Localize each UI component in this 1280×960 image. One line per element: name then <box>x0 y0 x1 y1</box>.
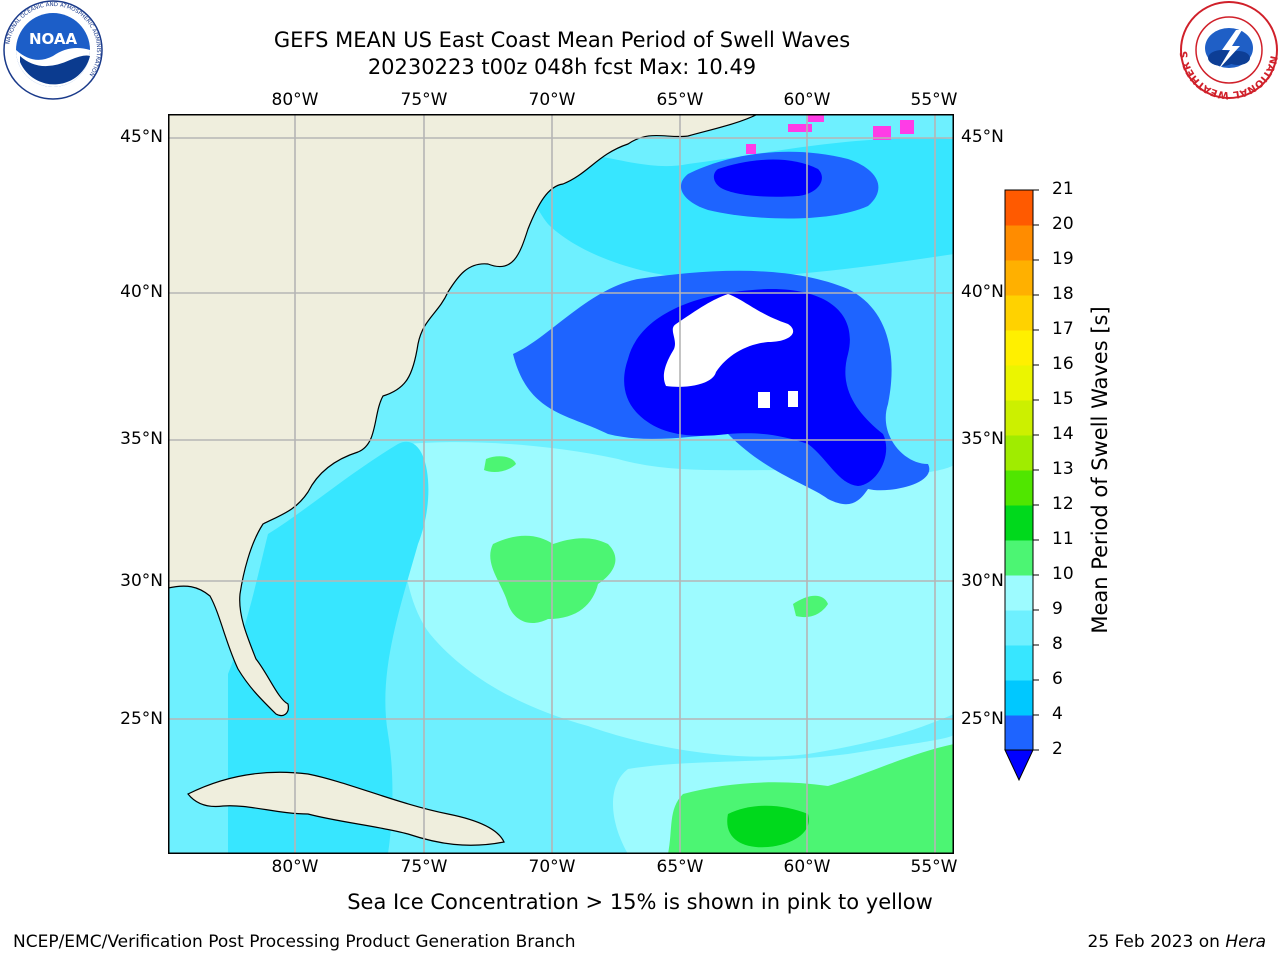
lat-tick-left: 40°N <box>120 282 163 302</box>
colorbar-tick-label: 4 <box>1052 704 1063 724</box>
swell-2-3-north <box>713 159 822 197</box>
colorbar-bin <box>1005 190 1033 226</box>
map-frame <box>168 114 954 854</box>
footer-host: Hera <box>1225 932 1266 952</box>
lon-tick-top: 55°W <box>910 90 958 110</box>
sea-ice-speck <box>873 126 891 140</box>
lon-tick-top: 60°W <box>783 90 831 110</box>
map-canvas <box>167 113 954 854</box>
colorbar-bin <box>1005 715 1033 751</box>
land-north-america <box>167 113 759 717</box>
footer-date-text: 25 Feb 2023 on <box>1087 932 1226 952</box>
lat-tick-right: 35°N <box>961 429 1004 449</box>
chart-title: GEFS MEAN US East Coast Mean Period of S… <box>273 28 851 52</box>
lon-tick-top: 80°W <box>271 90 319 110</box>
colorbar-bin <box>1005 610 1033 646</box>
lon-tick-bottom: 80°W <box>271 857 319 877</box>
colorbar-tick-label: 13 <box>1052 459 1074 479</box>
lon-tick-bottom: 75°W <box>400 857 448 877</box>
colorbar-tick-label: 11 <box>1052 529 1074 549</box>
colorbar-tick-label: 8 <box>1052 634 1063 654</box>
land-cuba <box>187 771 505 846</box>
colorbar-tick-label: 9 <box>1052 599 1063 619</box>
colorbar-bin <box>1005 330 1033 366</box>
lon-tick-bottom: 55°W <box>910 857 958 877</box>
lat-tick-right: 40°N <box>961 282 1004 302</box>
colorbar-bin <box>1005 575 1033 611</box>
nws-logo: NATIONAL WEATHER SERVICE <box>1174 0 1280 100</box>
lat-tick-right: 25°N <box>961 709 1004 729</box>
colorbar-title: Mean Period of Swell Waves [s] <box>1088 306 1112 634</box>
lon-tick-top: 65°W <box>656 90 704 110</box>
colorbar-tick-label: 6 <box>1052 669 1063 689</box>
sea-ice-speck <box>900 120 914 134</box>
sea-ice-speck <box>788 124 812 132</box>
lat-tick-left: 35°N <box>120 429 163 449</box>
colorbar-bin <box>1005 260 1033 296</box>
colorbar-tick-label: 16 <box>1052 354 1074 374</box>
lat-tick-left: 45°N <box>120 127 163 147</box>
swell-9-10-patch-small <box>484 456 516 472</box>
lon-tick-top: 70°W <box>528 90 576 110</box>
colorbar-bin <box>1005 680 1033 716</box>
lat-tick-left: 30°N <box>120 571 163 591</box>
swell-6-7-coastal <box>228 441 429 854</box>
colorbar-extend-triangle <box>1004 749 1034 782</box>
noaa-logo-text: NOAA <box>29 30 78 48</box>
colorbar-bin <box>1005 400 1033 436</box>
swell-9-10-patch-central <box>490 535 616 624</box>
colorbar-bin <box>1005 295 1033 331</box>
swell-9-10-patch-east <box>793 595 828 618</box>
colorbar-bin <box>1005 365 1033 401</box>
colorbar-tick-label: 20 <box>1052 214 1074 234</box>
sea-ice-note: Sea Ice Concentration > 15% is shown in … <box>347 890 933 914</box>
colorbar-graphic <box>1004 189 1039 782</box>
footer-branch: NCEP/EMC/Verification Post Processing Pr… <box>13 932 576 952</box>
noaa-logo: NOAA NATIONAL OCEANIC AND ATMOSPHERIC AD… <box>0 0 106 100</box>
map-panel <box>167 113 954 854</box>
graticule <box>168 114 954 854</box>
no-data-speck <box>758 392 770 408</box>
swell-10-11-core <box>727 805 809 848</box>
colorbar-tick-label: 10 <box>1052 564 1074 584</box>
footer-date: 25 Feb 2023 on Hera <box>1088 932 1266 952</box>
no-data-core <box>663 294 794 387</box>
lon-tick-bottom: 65°W <box>656 857 704 877</box>
lat-tick-left: 25°N <box>120 709 163 729</box>
colorbar-bin <box>1005 435 1033 471</box>
sea-ice-speck <box>746 144 756 154</box>
colorbar-tick-label: 19 <box>1052 249 1074 269</box>
colorbar-tick-label: 2 <box>1052 739 1063 759</box>
colorbar-tick-label: 18 <box>1052 284 1074 304</box>
lat-tick-right: 30°N <box>961 571 1004 591</box>
chart-subtitle: 20230223 t00z 048h fcst Max: 10.49 <box>367 55 757 79</box>
colorbar-bin <box>1005 645 1033 681</box>
colorbar-bin <box>1005 470 1033 506</box>
lat-tick-right: 45°N <box>961 127 1004 147</box>
swell-8-9-region <box>401 442 954 757</box>
colorbar <box>1000 186 1050 786</box>
colorbar-bin <box>1005 540 1033 576</box>
colorbar-tick-label: 12 <box>1052 494 1074 514</box>
colorbar-tick-label: 14 <box>1052 424 1074 444</box>
lon-tick-bottom: 60°W <box>783 857 831 877</box>
colorbar-tick-label: 21 <box>1052 179 1074 199</box>
sea-ice-speck <box>808 114 824 122</box>
colorbar-bin <box>1005 505 1033 541</box>
colorbar-tick-label: 15 <box>1052 389 1074 409</box>
colorbar-tick-label: 17 <box>1052 319 1074 339</box>
colorbar-bin <box>1005 225 1033 261</box>
lon-tick-bottom: 70°W <box>528 857 576 877</box>
no-data-speck <box>788 391 798 407</box>
lon-tick-top: 75°W <box>400 90 448 110</box>
